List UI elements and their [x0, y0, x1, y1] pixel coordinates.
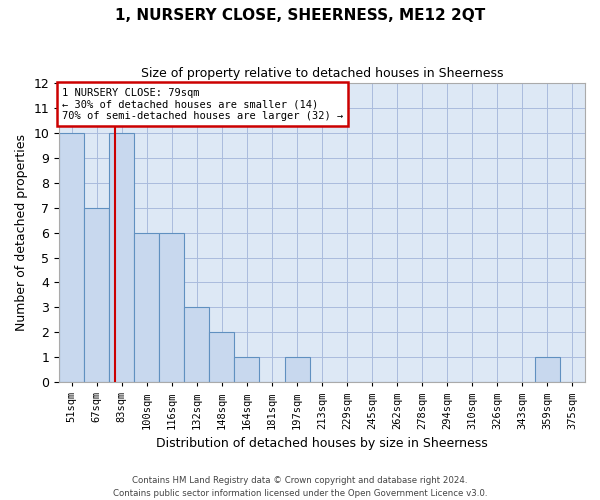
Bar — [109, 133, 134, 382]
Bar — [59, 133, 84, 382]
Bar — [184, 308, 209, 382]
Bar — [134, 232, 160, 382]
Y-axis label: Number of detached properties: Number of detached properties — [15, 134, 28, 331]
Text: 1 NURSERY CLOSE: 79sqm
← 30% of detached houses are smaller (14)
70% of semi-det: 1 NURSERY CLOSE: 79sqm ← 30% of detached… — [62, 88, 343, 120]
Text: 1, NURSERY CLOSE, SHEERNESS, ME12 2QT: 1, NURSERY CLOSE, SHEERNESS, ME12 2QT — [115, 8, 485, 22]
Title: Size of property relative to detached houses in Sheerness: Size of property relative to detached ho… — [141, 68, 503, 80]
X-axis label: Distribution of detached houses by size in Sheerness: Distribution of detached houses by size … — [156, 437, 488, 450]
Bar — [209, 332, 235, 382]
Bar — [160, 232, 184, 382]
Bar — [84, 208, 109, 382]
Bar — [535, 357, 560, 382]
Bar — [284, 357, 310, 382]
Bar — [235, 357, 259, 382]
Text: Contains HM Land Registry data © Crown copyright and database right 2024.
Contai: Contains HM Land Registry data © Crown c… — [113, 476, 487, 498]
